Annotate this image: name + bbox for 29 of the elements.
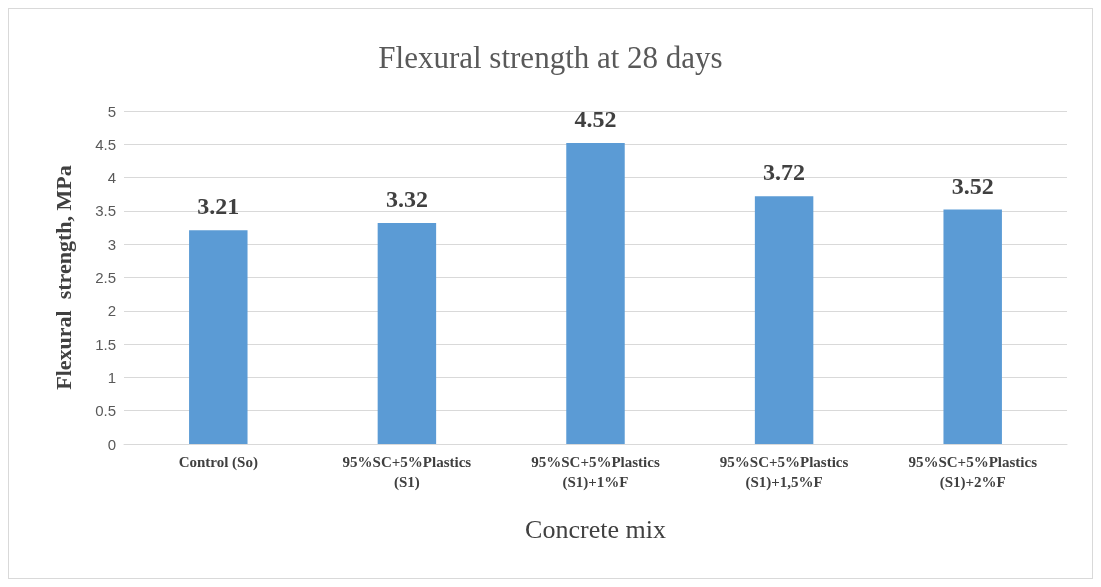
y-tick-label: 1.5 [95, 335, 116, 353]
y-tick-label: 0 [107, 435, 116, 453]
y-tick-label: 3.5 [95, 202, 116, 220]
data-label: 3.21 [197, 193, 240, 220]
bar [189, 230, 248, 444]
y-tick-label: 2 [107, 302, 116, 320]
data-label: 4.52 [574, 105, 617, 132]
y-tick-label: 4 [107, 169, 116, 187]
data-label: 3.32 [385, 185, 428, 212]
bar [943, 209, 1002, 444]
chart-title: Flexural strength at 28 days [378, 40, 723, 75]
x-tick-label: 95%SC+5%Plastics (S1)+1%F [531, 454, 660, 491]
data-label: 3.52 [951, 172, 994, 199]
bar [377, 222, 437, 444]
x-tick-label: 95%SC+5%Plastics (S1)+1,5%F [719, 454, 849, 491]
y-tick-label: 1 [107, 368, 116, 386]
bar [754, 196, 814, 444]
data-label: 3.72 [763, 159, 806, 186]
y-tick-label: 0.5 [95, 402, 116, 420]
y-tick-label: 4.5 [95, 135, 116, 153]
x-tick-label: 95%SC+5%Plastics (S1) [342, 454, 472, 491]
y-axis-title: Flexural strength, MPa [50, 165, 76, 390]
bar [566, 142, 625, 444]
y-tick-label: 3 [107, 235, 116, 253]
x-axis-title: Concrete mix [525, 514, 666, 544]
x-tick-label: 95%SC+5%Plastics (S1)+2%F [908, 454, 1038, 491]
y-tick-label: 2.5 [95, 269, 116, 286]
x-tick-label: Control (So) [178, 454, 258, 471]
y-tick-label: 5 [107, 102, 116, 120]
